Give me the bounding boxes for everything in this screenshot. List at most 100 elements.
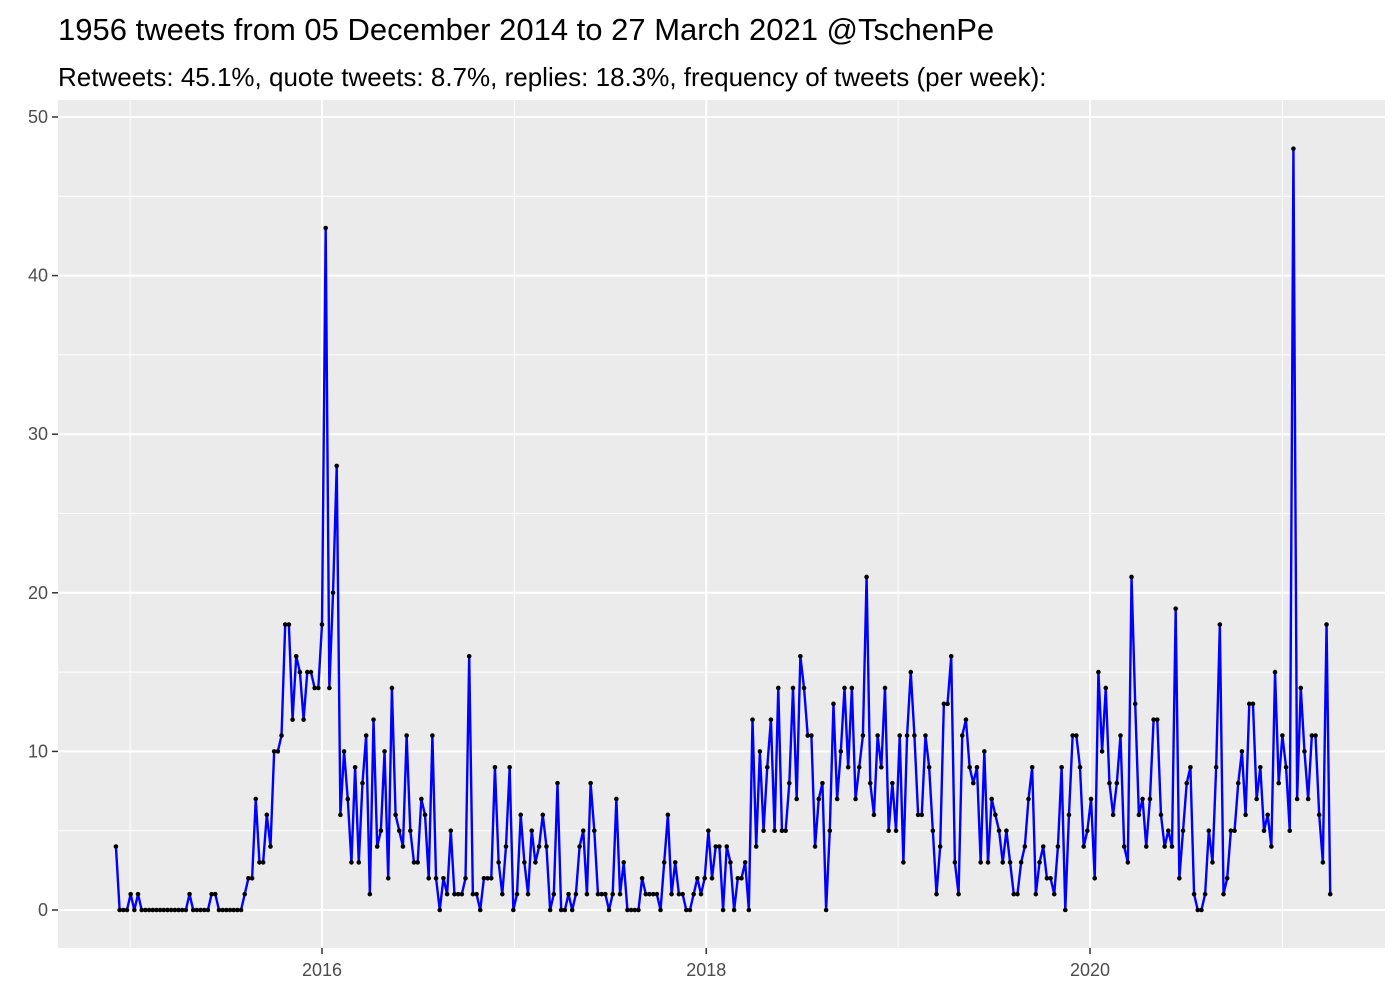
data-point <box>121 907 126 913</box>
data-point <box>371 717 376 722</box>
data-point <box>1280 733 1285 738</box>
data-point <box>1121 844 1127 849</box>
data-point <box>157 907 163 913</box>
data-point <box>1129 574 1134 580</box>
data-point <box>154 907 159 913</box>
data-point <box>455 891 461 897</box>
data-point <box>1132 701 1138 707</box>
data-point <box>540 812 546 818</box>
data-point <box>301 717 306 722</box>
data-point <box>385 875 391 881</box>
data-point <box>912 733 917 738</box>
data-point <box>816 796 822 802</box>
data-point <box>1265 812 1270 818</box>
data-point <box>1276 780 1282 786</box>
data-point <box>356 860 362 865</box>
data-point <box>728 860 733 865</box>
data-point <box>735 875 741 881</box>
data-point <box>161 907 167 913</box>
plot-panel <box>58 100 1385 948</box>
data-point <box>183 907 189 913</box>
data-point <box>750 717 755 722</box>
data-point <box>658 907 663 913</box>
data-point <box>201 907 207 913</box>
data-point <box>558 907 564 913</box>
data-point <box>937 844 943 849</box>
data-point <box>691 891 696 897</box>
data-point <box>695 875 700 881</box>
data-point <box>1213 764 1219 770</box>
data-point <box>731 907 737 913</box>
x-tick-label: 2018 <box>686 960 726 980</box>
data-point <box>198 907 203 913</box>
data-point <box>886 828 891 833</box>
data-point <box>143 907 148 913</box>
data-point <box>864 574 869 580</box>
data-point <box>1298 685 1304 691</box>
data-point <box>459 891 465 897</box>
data-point <box>396 828 402 833</box>
data-point <box>904 733 910 738</box>
data-point <box>1022 844 1028 849</box>
data-point <box>856 764 862 770</box>
data-point <box>367 891 373 897</box>
data-point <box>923 733 928 738</box>
data-point <box>934 891 939 897</box>
data-point <box>1048 875 1053 881</box>
data-point <box>831 701 836 707</box>
data-point <box>753 844 759 849</box>
data-point <box>176 907 181 913</box>
data-point <box>628 907 634 913</box>
data-point <box>503 844 509 849</box>
data-point <box>1055 844 1061 849</box>
data-point <box>338 812 343 818</box>
data-point <box>879 764 884 770</box>
data-point <box>669 891 674 897</box>
data-point <box>562 907 568 913</box>
data-point <box>794 796 799 802</box>
data-point <box>1099 749 1105 754</box>
data-point <box>1118 733 1123 738</box>
data-point <box>1313 733 1318 738</box>
data-point <box>978 860 983 865</box>
data-point <box>146 907 152 913</box>
data-point <box>650 891 656 897</box>
data-point <box>470 891 476 897</box>
data-point <box>573 891 579 897</box>
data-point <box>389 685 395 691</box>
data-point <box>220 907 225 913</box>
y-axis-labels: 0 10 20 30 40 50 <box>28 107 48 920</box>
data-point <box>768 717 774 722</box>
data-point <box>1033 891 1039 897</box>
data-point <box>1305 796 1311 802</box>
data-point <box>739 875 744 881</box>
data-point <box>1232 828 1237 833</box>
data-point <box>1235 780 1241 786</box>
data-point <box>422 812 428 818</box>
data-point <box>1162 844 1167 849</box>
data-point <box>1221 891 1226 897</box>
data-point <box>1143 844 1149 849</box>
data-point <box>1294 796 1300 802</box>
data-point <box>580 828 586 833</box>
data-point <box>168 907 174 913</box>
data-point <box>474 891 479 897</box>
data-point <box>1140 796 1145 802</box>
data-point <box>890 780 895 786</box>
y-tick-label: 50 <box>28 107 48 127</box>
data-point <box>1110 812 1116 818</box>
data-point <box>838 749 844 754</box>
data-point <box>713 844 719 849</box>
data-point <box>1066 812 1072 818</box>
data-point <box>330 590 336 596</box>
data-point <box>246 875 251 881</box>
data-point <box>492 764 498 770</box>
data-point <box>1188 764 1193 770</box>
data-point <box>867 780 873 786</box>
data-point <box>787 780 792 786</box>
data-point <box>654 891 660 897</box>
data-point <box>297 669 303 675</box>
data-point <box>132 907 137 913</box>
data-point <box>411 860 417 865</box>
data-point <box>235 907 240 913</box>
